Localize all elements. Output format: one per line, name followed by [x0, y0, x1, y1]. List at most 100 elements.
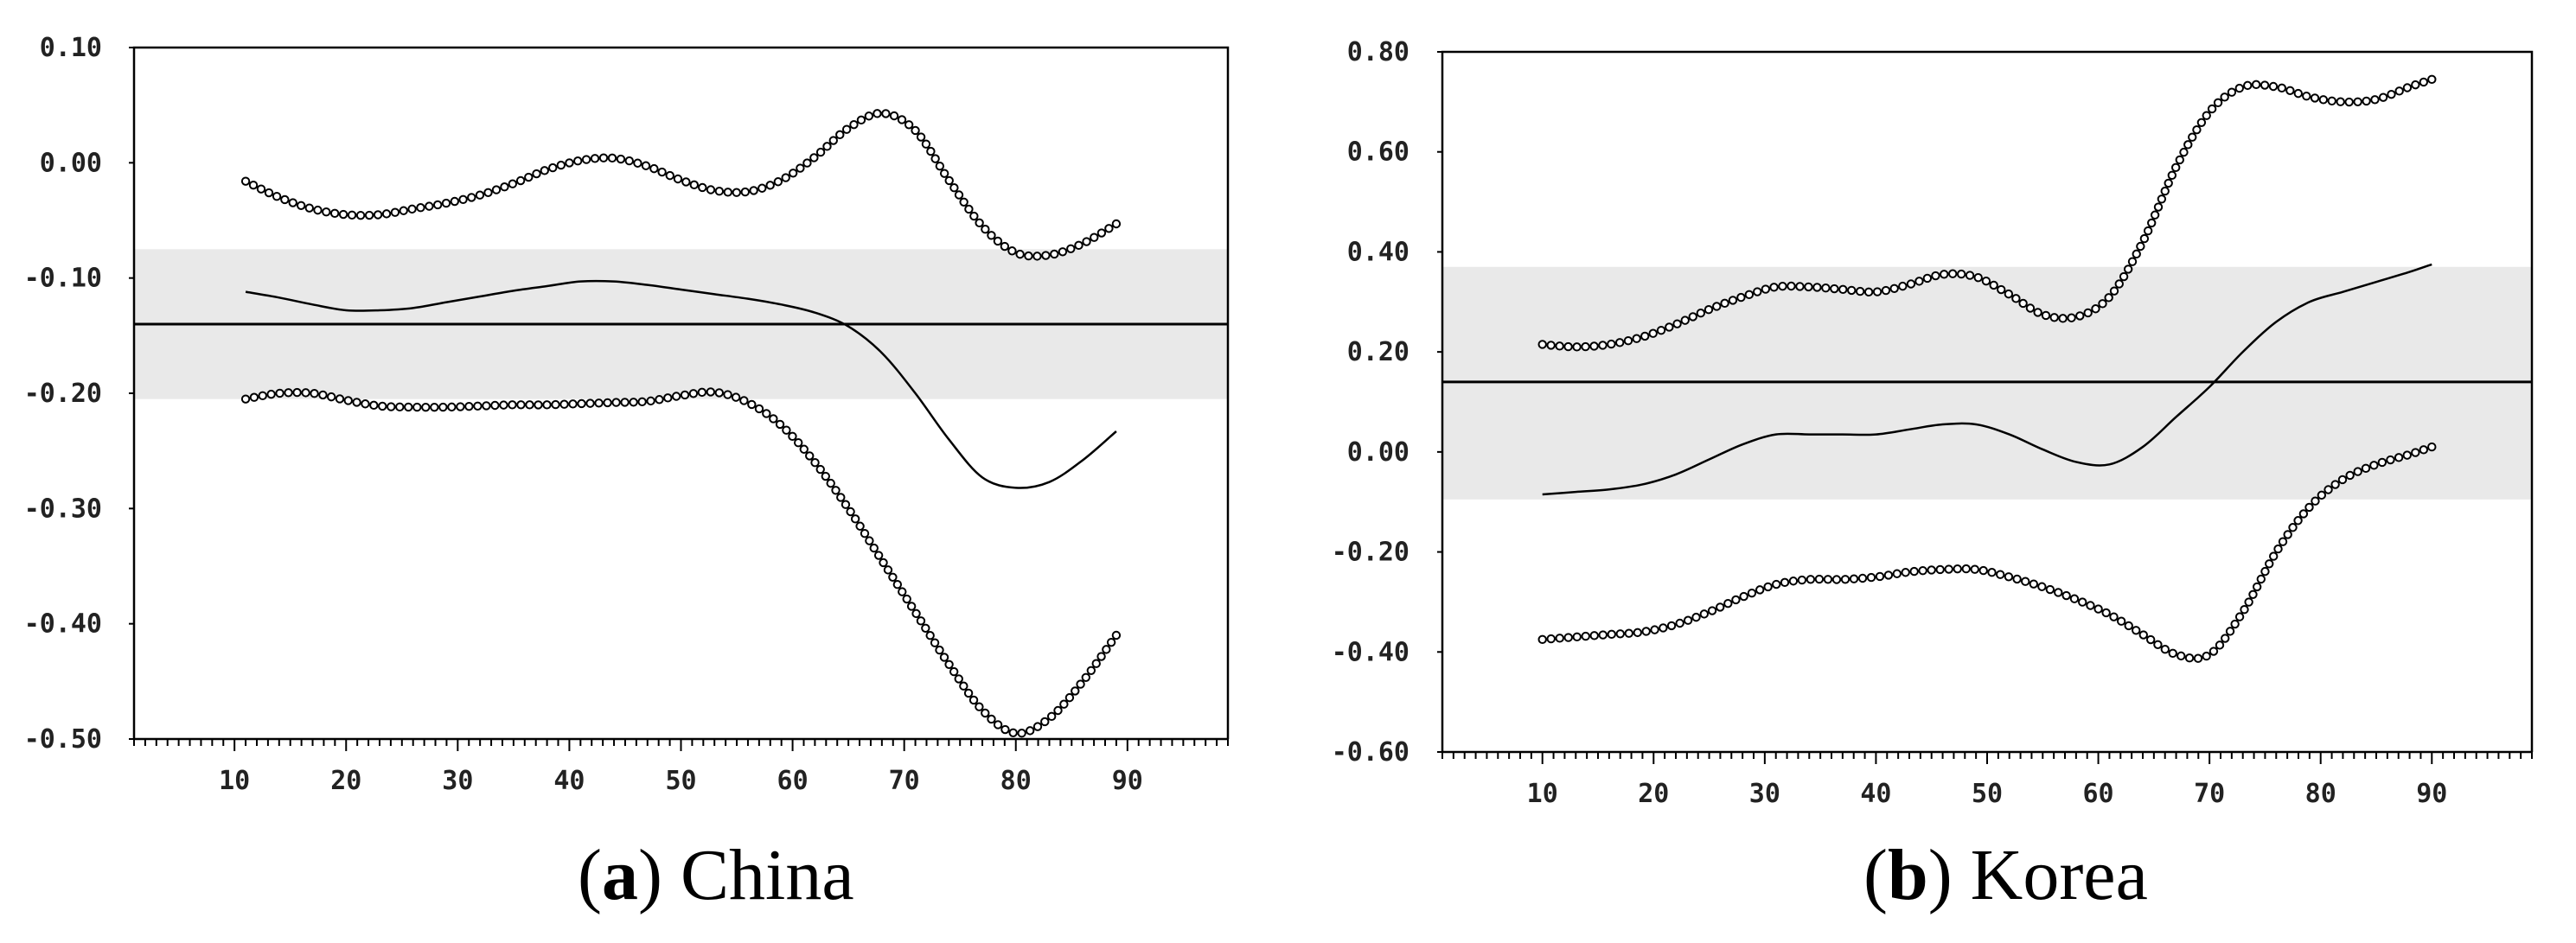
data-point — [869, 543, 879, 553]
data-point — [2369, 461, 2379, 470]
data-point — [329, 208, 340, 219]
data-point — [954, 190, 964, 200]
data-point — [456, 402, 465, 411]
data-point — [1104, 224, 1114, 233]
data-point — [2220, 92, 2229, 102]
data-point — [2394, 86, 2404, 96]
data-point — [1772, 579, 1781, 589]
data-point — [412, 402, 422, 412]
x-tick-label: 70 — [2194, 779, 2225, 809]
data-point — [1691, 612, 1701, 622]
data-point — [590, 154, 600, 163]
data-point — [515, 175, 526, 186]
data-point — [473, 401, 483, 411]
data-point — [1763, 582, 1773, 592]
data-point — [1555, 634, 1564, 643]
data-point — [395, 402, 405, 412]
data-point — [916, 132, 926, 142]
data-point — [740, 187, 750, 197]
data-point — [681, 177, 691, 187]
data-point — [860, 528, 870, 538]
data-point — [556, 160, 566, 170]
data-point — [516, 400, 526, 410]
data-point — [2269, 551, 2279, 561]
data-point — [2427, 74, 2437, 85]
data-point — [611, 398, 621, 407]
data-point — [1875, 571, 1885, 582]
data-point — [551, 399, 560, 410]
data-point — [559, 399, 569, 409]
data-point — [2243, 80, 2253, 91]
data-point — [1720, 298, 1729, 309]
chart-china: 10 20 30 40 50 60 70 80 90 0.10 0.00 -0.10 -0.20 -0.3… — [24, 33, 1230, 915]
data-point — [911, 125, 920, 136]
y-tick-label: 0.40 — [1347, 237, 1409, 267]
data-point — [568, 399, 578, 409]
data-point — [2004, 289, 2014, 299]
data-point — [2311, 496, 2320, 506]
data-point — [1058, 247, 1068, 257]
data-point — [2104, 293, 2113, 303]
data-point — [2184, 653, 2195, 663]
data-point — [2083, 308, 2093, 318]
data-point — [2119, 271, 2129, 282]
data-point — [313, 205, 323, 215]
data-point — [2167, 170, 2177, 181]
data-point — [2260, 80, 2270, 90]
data-point — [697, 387, 707, 398]
data-point — [981, 708, 990, 718]
data-point — [2086, 601, 2095, 610]
series-estimate — [245, 279, 1117, 489]
data-point — [1064, 692, 1075, 703]
data-point — [1736, 292, 1746, 303]
data-point — [673, 174, 683, 184]
data-point — [1744, 290, 1755, 300]
data-point — [963, 688, 974, 698]
data-point — [969, 211, 979, 221]
data-point — [916, 616, 926, 626]
data-point — [856, 115, 866, 125]
data-point — [404, 402, 413, 412]
data-point — [438, 402, 448, 412]
data-point — [1892, 569, 1902, 578]
data-point — [475, 190, 485, 200]
data-point — [2136, 241, 2145, 252]
data-point — [2277, 83, 2287, 93]
data-point — [1102, 645, 1111, 654]
data-point — [873, 109, 882, 118]
data-point — [525, 400, 534, 410]
data-point — [809, 153, 819, 162]
data-point — [925, 631, 935, 640]
data-point — [769, 414, 778, 424]
data-point — [361, 399, 370, 409]
x-tick-label: 20 — [330, 766, 361, 796]
data-point — [1000, 724, 1010, 735]
data-point — [828, 136, 838, 145]
data-point — [1699, 609, 1710, 619]
data-point — [2176, 651, 2186, 661]
data-point — [2265, 559, 2274, 569]
data-point — [2293, 88, 2303, 99]
y-tick-label: 0.00 — [1347, 437, 1409, 468]
data-point — [836, 493, 846, 502]
data-point — [831, 486, 841, 495]
data-point — [949, 666, 959, 677]
data-point — [620, 398, 630, 407]
data-point — [2188, 132, 2197, 142]
data-point — [2419, 445, 2429, 455]
x-tick-label: 90 — [2416, 779, 2447, 809]
data-point — [1096, 228, 1107, 238]
data-point — [2278, 537, 2288, 546]
y-tick-label: 0.80 — [1347, 37, 1409, 67]
data-point — [1607, 629, 1616, 640]
data-point — [292, 387, 302, 398]
data-point — [421, 402, 431, 412]
data-point — [2304, 502, 2314, 513]
data-point — [1598, 630, 1608, 640]
data-point — [1096, 652, 1106, 661]
data-point — [1769, 283, 1779, 292]
data-point — [975, 702, 984, 711]
data-point — [1830, 284, 1839, 294]
data-point — [2402, 83, 2413, 92]
data-point — [2411, 448, 2420, 457]
